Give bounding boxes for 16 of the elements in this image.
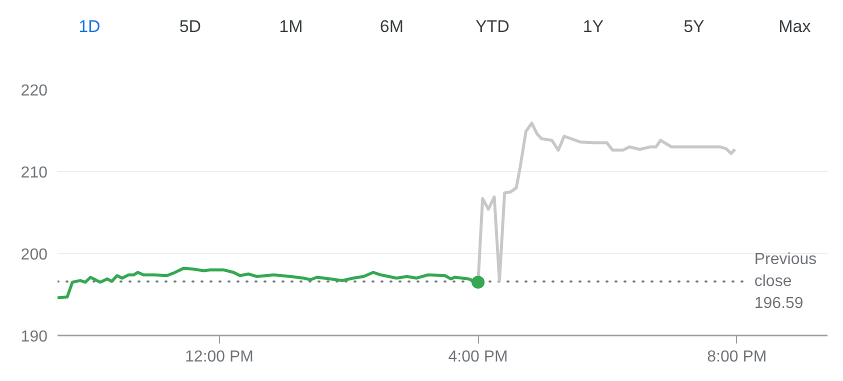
y-tick-label: 190: [20, 328, 48, 346]
text: Max: [778, 17, 812, 36]
text: 6M: [380, 17, 404, 36]
text: YTD: [475, 17, 510, 36]
text: 1Y: [582, 17, 604, 36]
text: 1D: [78, 17, 100, 36]
text: 1M: [279, 17, 303, 36]
y-tick-label: 220: [20, 82, 48, 100]
text: 5D: [179, 17, 202, 36]
y-tick-label: 200: [20, 246, 48, 264]
ref-line-label: Previous close 196.59: [754, 250, 817, 312]
x-tick-label: 8:00 PM: [707, 348, 767, 366]
x-tick-label: 12:00 PM: [185, 348, 254, 366]
y-tick-label: 210: [20, 164, 48, 182]
text: 5Y: [684, 17, 704, 36]
x-tick-label: 4:00 PM: [448, 348, 508, 366]
